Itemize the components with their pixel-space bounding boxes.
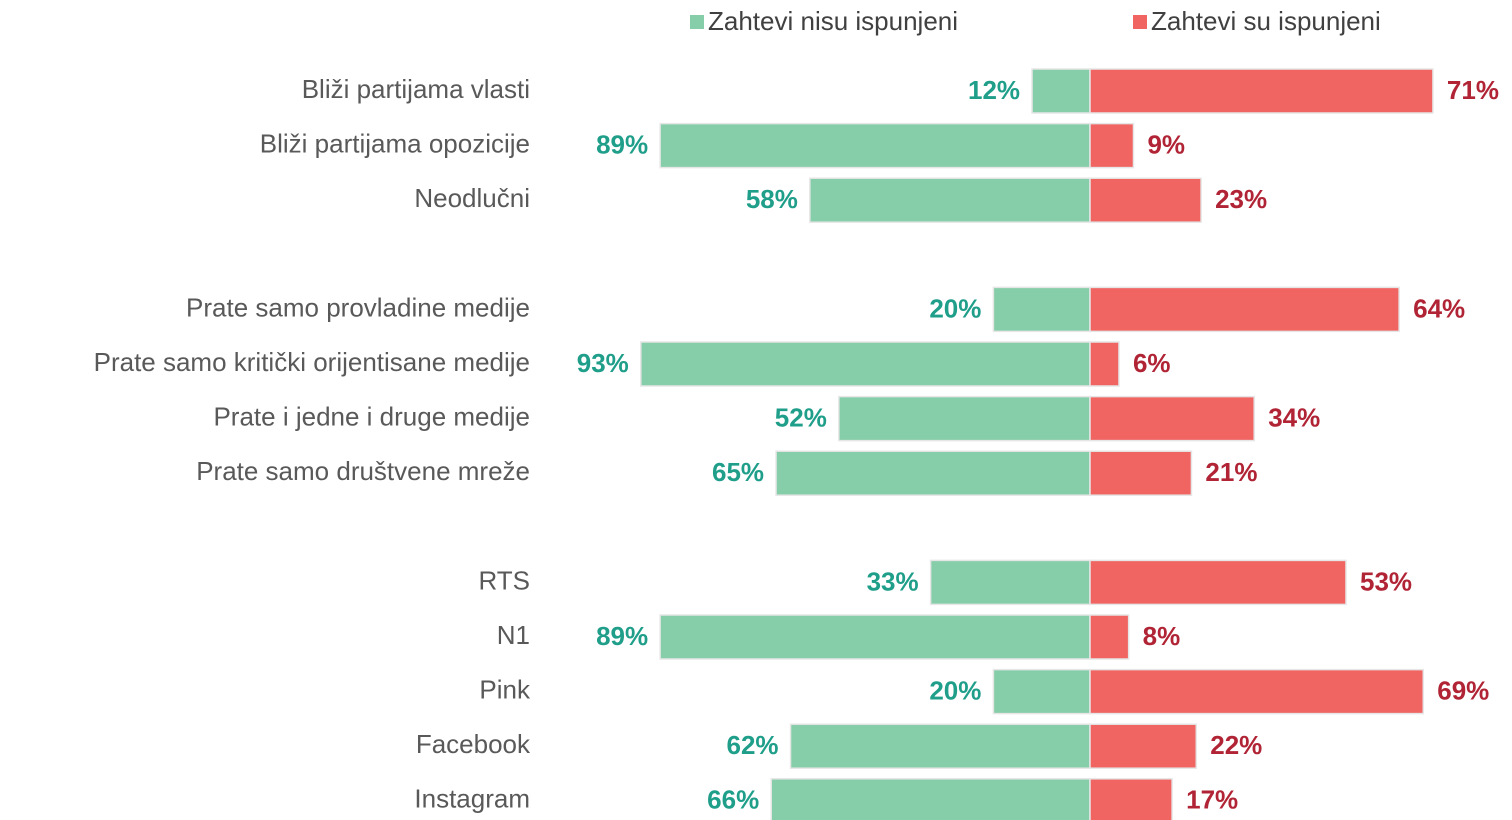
bar [1089,778,1173,820]
value-label: 17% [1186,785,1238,815]
bar [1089,395,1255,442]
category-label: Prate samo provladine medije [186,292,530,322]
value-label: 71% [1447,75,1499,105]
category-label: Bliži partijama vlasti [302,74,530,104]
bar [1089,177,1202,223]
category-label: Prate samo kritički orijentisane medije [94,347,530,377]
category-label: Prate i jedne i druge medije [213,401,530,431]
value-label: 34% [1268,402,1320,432]
bar [929,559,1091,606]
value-label: 53% [1360,566,1412,596]
legend-swatch [690,15,704,29]
legend-label: Zahtevi su ispunjeni [1151,6,1381,36]
category-label: Prate samo društvene mreže [196,456,530,486]
category-label: Facebook [416,729,531,759]
bar [1089,723,1198,769]
value-label: 64% [1413,293,1465,323]
bar [809,177,1091,223]
value-label: 22% [1210,730,1262,760]
value-label: 9% [1147,129,1185,159]
value-label: 93% [577,348,629,378]
legend-swatch [1133,15,1147,29]
value-label: 89% [596,129,648,159]
value-label: 12% [968,75,1020,105]
value-label: 23% [1215,184,1267,214]
bar [789,723,1091,769]
bar [1089,68,1434,114]
category-label: Pink [479,674,531,704]
bar [1089,668,1425,715]
bar [1089,614,1130,660]
bar [659,614,1091,660]
bar [992,286,1091,333]
value-label: 21% [1205,457,1257,487]
category-label: Instagram [414,784,530,814]
value-label: 52% [775,402,827,432]
bar [659,122,1091,169]
value-label: 6% [1133,348,1171,378]
value-label: 20% [929,675,981,705]
value-label: 89% [596,621,648,651]
bar [1031,68,1091,114]
value-label: 58% [746,184,798,214]
category-label: Neodlučni [414,183,530,213]
bar [770,778,1091,820]
value-label: 65% [712,457,764,487]
value-label: 62% [726,730,778,760]
value-label: 8% [1143,621,1181,651]
value-label: 66% [707,785,759,815]
bar [1089,559,1347,606]
category-label: N1 [497,620,530,650]
bar [640,341,1091,387]
value-label: 20% [929,293,981,323]
bar [1089,450,1193,496]
bar [838,395,1091,442]
bar [775,450,1091,496]
value-label: 69% [1437,675,1489,705]
bar [1089,122,1135,169]
legend-label: Zahtevi nisu ispunjeni [708,6,958,36]
category-label: Bliži partijama opozicije [260,128,530,158]
bar [1089,286,1400,333]
category-label: RTS [478,565,530,595]
bar [1089,341,1120,387]
bar [992,668,1091,715]
value-label: 33% [867,566,919,596]
